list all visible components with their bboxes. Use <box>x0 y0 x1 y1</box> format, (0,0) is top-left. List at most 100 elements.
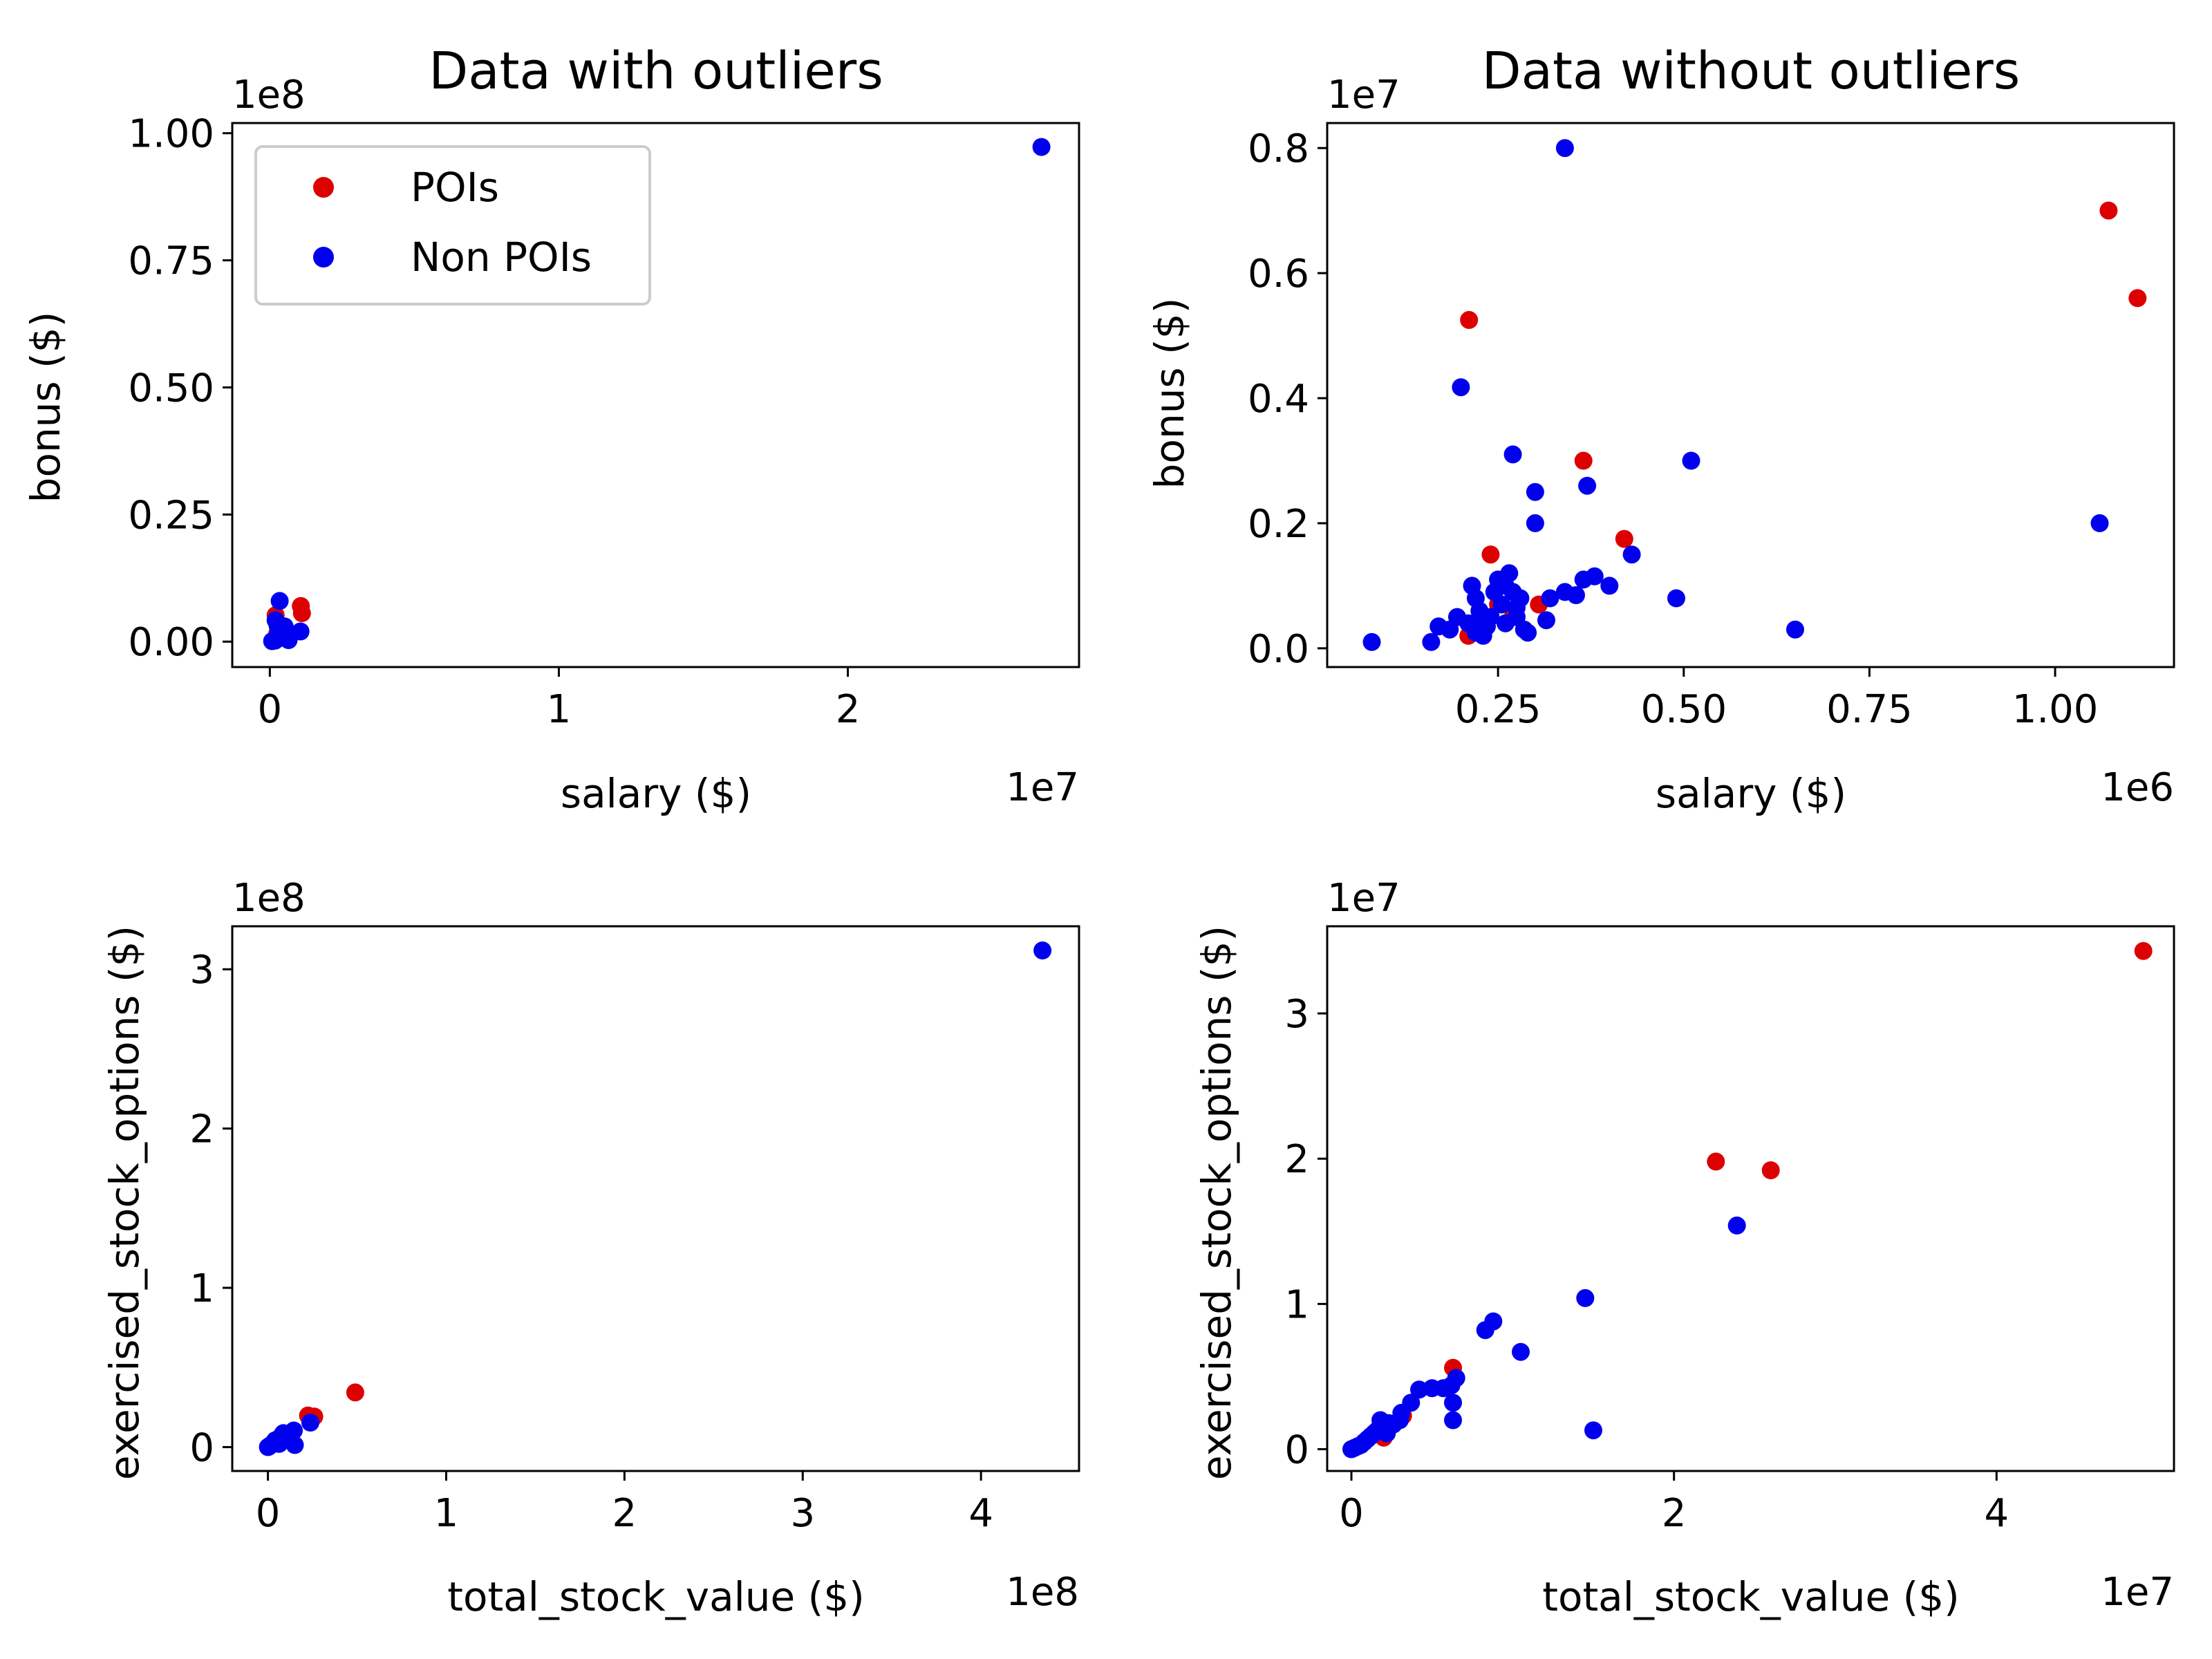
data-point-poi <box>1574 451 1593 470</box>
data-point-non-poi <box>1526 482 1544 501</box>
data-point-non-poi <box>1574 570 1593 589</box>
axes-frame <box>1326 925 2175 1472</box>
data-point-poi <box>2134 941 2153 960</box>
data-point-non-poi <box>1508 599 1526 617</box>
y-tick-label: 1.00 <box>128 112 214 157</box>
axes-frame <box>1326 122 2175 668</box>
data-point-non-poi <box>1474 608 1492 626</box>
data-point-non-poi <box>301 1414 319 1432</box>
legend-marker-non-poi <box>313 247 334 268</box>
x-tick-label: 1 <box>434 1491 459 1536</box>
x-tick-label: 4 <box>968 1491 993 1536</box>
y-tick-label: 0 <box>1284 1427 1309 1472</box>
data-point-non-poi <box>1786 620 1804 639</box>
data-point-non-poi <box>1410 1380 1428 1399</box>
subplot-title: Data with outliers <box>429 41 883 101</box>
x-axis-offset-text: 1e7 <box>2101 1570 2174 1615</box>
y-tick-label: 0.25 <box>128 493 214 538</box>
data-point-poi <box>1615 529 1633 548</box>
y-axis-offset-text: 1e7 <box>1327 876 1400 921</box>
data-point-non-poi <box>1422 632 1441 651</box>
x-tick-label: 1 <box>547 687 572 732</box>
x-axis-offset-text: 1e6 <box>2101 765 2174 810</box>
x-tick-label: 2 <box>836 687 861 732</box>
x-tick-label: 0.25 <box>1455 687 1541 732</box>
y-tick-label: 0.6 <box>1248 252 1309 297</box>
data-point-non-poi <box>1503 445 1522 464</box>
y-tick-label: 3 <box>189 948 214 993</box>
data-point-poi <box>1481 545 1500 564</box>
x-tick-label: 0.50 <box>1640 687 1727 732</box>
y-axis-label: bonus ($) <box>22 312 69 503</box>
x-tick-label: 2 <box>612 1491 637 1536</box>
data-point-non-poi <box>1496 577 1515 595</box>
data-point-non-poi <box>272 625 291 644</box>
y-axis-offset-text: 1e8 <box>232 876 306 921</box>
data-point-non-poi <box>1555 139 1574 158</box>
y-tick-label: 0.00 <box>128 620 214 665</box>
y-tick-label: 3 <box>1284 992 1309 1037</box>
x-tick-label: 0 <box>258 687 283 732</box>
data-point-poi <box>2128 289 2147 308</box>
data-point-non-poi <box>1584 1421 1602 1440</box>
y-axis-label: exercised_stock_options ($) <box>101 926 148 1480</box>
data-point-non-poi <box>1567 586 1585 604</box>
data-point-non-poi <box>270 592 289 610</box>
y-tick-label: 2 <box>189 1107 214 1152</box>
data-point-non-poi <box>1576 1288 1595 1307</box>
x-tick-label: 0 <box>1339 1491 1364 1536</box>
data-point-non-poi <box>1600 577 1619 595</box>
data-point-non-poi <box>1519 624 1537 642</box>
y-tick-label: 0.75 <box>128 239 214 284</box>
subplot-without-outliers-salary-bonus: Data without outliers salary ($) bonus (… <box>1146 41 2175 817</box>
y-tick-label: 0.2 <box>1248 502 1309 547</box>
y-axis-offset-text: 1e8 <box>232 73 306 118</box>
subplot-with-outliers-salary-bonus: Data with outliers salary ($) bonus ($) … <box>22 41 1080 817</box>
data-point-non-poi <box>1512 1342 1530 1361</box>
data-point-non-poi <box>1622 545 1641 564</box>
data-point-non-poi <box>1033 941 1052 959</box>
subplot-title: Data without outliers <box>1482 41 2021 101</box>
axes-frame <box>231 925 1080 1472</box>
y-tick-label: 0 <box>189 1425 214 1470</box>
x-tick-label: 0.75 <box>1826 687 1913 732</box>
data-point-non-poi <box>2090 514 2109 532</box>
x-axis-label: total_stock_value ($) <box>447 1573 865 1620</box>
y-tick-label: 0.0 <box>1248 627 1309 672</box>
data-point-non-poi <box>1362 632 1381 651</box>
data-point-non-poi <box>1032 138 1051 156</box>
data-point-non-poi <box>1682 451 1700 470</box>
data-point-non-poi <box>1578 476 1597 495</box>
x-axis-label: total_stock_value ($) <box>1542 1573 1960 1620</box>
data-point-poi <box>346 1383 364 1402</box>
y-tick-label: 0.8 <box>1248 126 1309 171</box>
y-tick-label: 1 <box>189 1266 214 1311</box>
legend-frame <box>254 145 651 306</box>
y-tick-label: 2 <box>1284 1137 1309 1182</box>
legend-marker-poi <box>313 177 334 198</box>
legend: POIs Non POIs <box>254 145 651 306</box>
data-point-poi <box>1761 1161 1780 1179</box>
x-tick-label: 4 <box>1985 1491 2009 1536</box>
y-tick-label: 1 <box>1284 1282 1309 1327</box>
data-point-non-poi <box>1727 1216 1746 1235</box>
y-axis-label: bonus ($) <box>1146 298 1193 489</box>
subplot-with-outliers-stock: total_stock_value ($) exercised_stock_op… <box>101 876 1080 1620</box>
data-point-non-poi <box>1342 1440 1360 1459</box>
data-point-poi <box>292 604 311 622</box>
x-tick-label: 0 <box>256 1491 281 1536</box>
subplot-without-outliers-stock: total_stock_value ($) exercised_stock_op… <box>1193 876 2175 1620</box>
data-point-non-poi <box>1537 611 1555 630</box>
x-axis-label: salary ($) <box>561 770 751 817</box>
data-point-non-poi <box>1378 1424 1396 1443</box>
axes-frame <box>231 122 1080 668</box>
data-point-non-poi <box>1452 378 1470 397</box>
data-point-non-poi <box>259 1438 278 1456</box>
data-point-non-poi <box>1526 514 1544 532</box>
data-point-non-poi <box>1541 589 1559 608</box>
x-tick-label: 3 <box>790 1491 815 1536</box>
x-tick-label: 1.00 <box>2012 687 2099 732</box>
legend-label-non-poi: Non POIs <box>411 234 592 281</box>
data-point-poi <box>2099 201 2118 220</box>
data-point-non-poi <box>1667 589 1685 608</box>
